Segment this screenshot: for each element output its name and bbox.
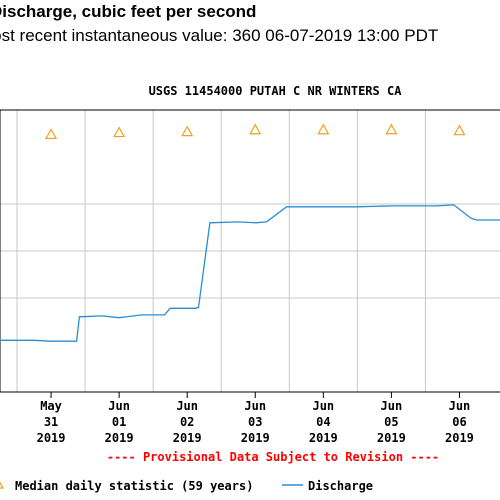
provisional-annotation: ---- Provisional Data Subject to Revisio… — [107, 450, 439, 464]
x-tick-label: Jun — [312, 399, 334, 413]
legend-label-median: Median daily statistic (59 years) — [15, 479, 253, 493]
x-tick-label: 04 — [316, 415, 330, 429]
page-title: Discharge, cubic feet per second — [0, 2, 257, 21]
x-tick-label: Jun — [176, 399, 198, 413]
median-marker — [181, 125, 194, 137]
x-tick-label: 2019 — [241, 431, 270, 445]
legend: Median daily statistic (59 years) Discha… — [0, 479, 373, 493]
x-tick-label: 2019 — [37, 431, 66, 445]
legend-triangle-icon — [0, 481, 5, 489]
chart-title: USGS 11454000 PUTAH C NR WINTERS CA — [149, 84, 403, 98]
x-axis-ticks: May 31 2019 Jun 01 2019 Jun 02 2019 Jun 03 2019 Jun 0… — [37, 392, 474, 445]
x-tick-label: 03 — [248, 415, 262, 429]
median-marker — [249, 123, 262, 135]
x-tick-label: Jun — [381, 399, 403, 413]
median-marker — [385, 123, 398, 135]
x-tick-label: May — [40, 399, 62, 413]
x-tick-label: 2019 — [377, 431, 406, 445]
x-tick-label: Jun — [108, 399, 130, 413]
median-marker — [113, 126, 126, 138]
x-tick-label: Jun — [244, 399, 266, 413]
median-marker — [453, 124, 466, 136]
x-tick-label: 06 — [452, 415, 466, 429]
x-tick-label: 2019 — [173, 431, 202, 445]
recent-value-text: Most recent instantaneous value: 360 06-… — [0, 26, 439, 45]
x-tick-label: 31 — [44, 415, 58, 429]
plot-border — [0, 109, 500, 393]
grid — [0, 110, 500, 392]
discharge-line — [0, 204, 500, 342]
legend-label-discharge: Discharge — [308, 479, 373, 493]
median-marker — [317, 123, 330, 135]
x-tick-label: 01 — [112, 415, 126, 429]
median-marker — [45, 128, 58, 140]
series-layer — [0, 123, 500, 342]
x-tick-label: 2019 — [309, 431, 338, 445]
x-tick-label: 2019 — [445, 431, 474, 445]
x-tick-label: 02 — [180, 415, 194, 429]
x-tick-label: 05 — [384, 415, 398, 429]
x-tick-label: Jun — [449, 399, 471, 413]
x-tick-label: 2019 — [105, 431, 134, 445]
